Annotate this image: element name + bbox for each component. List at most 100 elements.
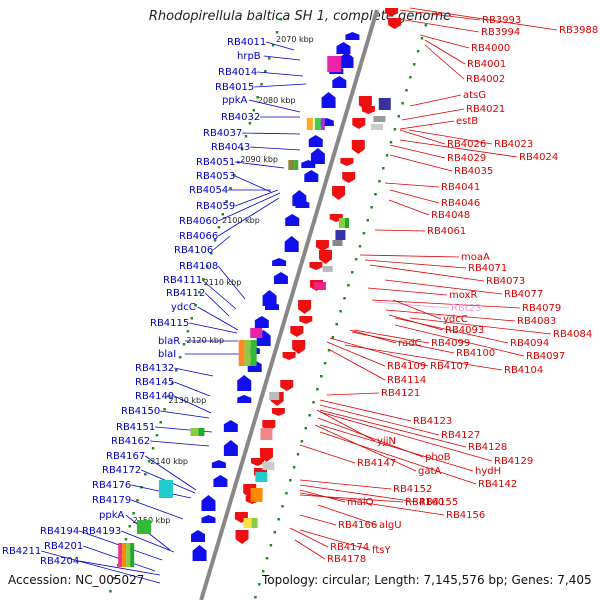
tick-dot <box>175 369 178 372</box>
reverse-gene-arrow <box>352 118 366 129</box>
left-leader-line <box>131 499 184 520</box>
left-leader-line <box>79 560 161 576</box>
tick-dot <box>254 596 257 599</box>
right-leader-line <box>374 229 426 232</box>
tick-dot <box>320 375 323 378</box>
left-leader-line <box>248 99 301 113</box>
tick-dot <box>331 336 335 339</box>
right-gene-label: RB4099 <box>431 338 470 349</box>
right-gene-label: gatA <box>418 466 441 477</box>
right-leader-line <box>385 309 516 322</box>
kbp-tick-label: 2070 kbp <box>276 35 314 44</box>
left-gene-label: blaR <box>158 336 180 347</box>
right-leader-line <box>399 9 481 21</box>
tick-dot <box>385 154 389 157</box>
gene-block <box>322 266 333 272</box>
right-gene-label: RB4000 <box>471 43 510 54</box>
right-gene-label: RB3988 <box>559 25 598 36</box>
tick-dot <box>424 24 428 27</box>
right-leader-line <box>389 154 453 172</box>
reverse-gene-arrow <box>315 240 329 251</box>
right-gene-label: RB4029 <box>447 153 486 164</box>
gene-block <box>371 124 384 130</box>
tick-dot <box>116 564 120 567</box>
genome-backbone <box>199 9 379 600</box>
gene-block <box>339 218 346 228</box>
right-gene-label: RB4166 <box>338 520 377 531</box>
forward-gene-arrow <box>295 200 310 208</box>
right-gene-label: RB3993 <box>482 15 521 26</box>
tick-dot <box>358 245 362 248</box>
forward-gene-arrow <box>237 375 252 391</box>
tick-dot <box>206 265 209 268</box>
left-gene-label: RB4201 <box>44 541 83 552</box>
tick-dot <box>370 206 373 209</box>
left-leader-line <box>235 161 285 169</box>
gene-block <box>251 518 258 528</box>
right-leader-line <box>374 301 450 309</box>
tick-dot <box>271 44 275 47</box>
forward-gene-arrow <box>192 545 207 561</box>
left-gene-label: RB4193 <box>82 526 121 537</box>
left-gene-label: RB4149 <box>135 391 174 402</box>
tick-dot <box>178 356 182 359</box>
right-gene-label: RB4142 <box>478 479 517 490</box>
tick-dot <box>109 590 112 593</box>
left-gene-label: RB4179 <box>92 495 131 506</box>
right-leader-line <box>401 108 465 121</box>
left-gene-label: RB4176 <box>92 480 131 491</box>
tick-dot <box>374 193 377 196</box>
gene-block <box>137 520 152 534</box>
right-leader-line <box>408 129 493 145</box>
right-gene-label: yjjN <box>377 436 396 447</box>
tick-dot <box>362 232 366 235</box>
gene-block <box>378 98 391 110</box>
left-gene-label: RB4108 <box>179 261 218 272</box>
left-leader-line <box>218 192 281 222</box>
tick-dot <box>217 226 221 229</box>
left-leader-line <box>150 440 210 447</box>
gene-block <box>250 340 257 366</box>
forward-gene-arrow <box>237 395 252 403</box>
gene-block <box>198 428 205 436</box>
left-gene-label: RB4060 <box>179 216 218 227</box>
left-gene-label: RB4145 <box>135 377 174 388</box>
right-gene-label: RB4001 <box>467 59 506 70</box>
right-gene-label: RB4079 <box>522 303 561 314</box>
right-gene-label: ydcC <box>443 314 468 325</box>
tick-dot <box>186 330 190 333</box>
right-leader-line <box>344 344 503 371</box>
gene-block <box>288 160 295 170</box>
left-gene-label: RB4204 <box>40 556 79 567</box>
tick-dot <box>221 213 225 216</box>
kbp-tick-label: 2100 kbp <box>222 216 260 225</box>
kbp-tick-label: 2140 kbp <box>150 457 188 466</box>
right-gene-label: RB4084 <box>553 329 592 340</box>
left-gene-label: hrpB <box>237 51 261 62</box>
tick-dot <box>335 323 339 326</box>
tick-dot <box>240 148 244 151</box>
reverse-gene-arrow <box>385 8 399 16</box>
right-gene-label: RB4077 <box>504 289 543 300</box>
tick-dot <box>132 512 135 515</box>
gene-block <box>335 230 346 240</box>
left-leader-line <box>250 146 301 151</box>
left-leader-line <box>217 265 246 300</box>
reverse-gene-arrow <box>309 262 323 270</box>
tick-dot <box>229 187 232 190</box>
gene-block <box>244 340 251 366</box>
tick-dot <box>256 96 259 99</box>
forward-gene-arrow <box>223 420 238 432</box>
left-leader-line <box>174 381 211 397</box>
right-gene-label: atsG <box>463 90 486 101</box>
kbp-tick-label: 2150 kbp <box>133 516 171 525</box>
right-leader-line <box>299 494 404 503</box>
right-gene-label: RB3994 <box>481 27 520 38</box>
left-gene-label: RB4162 <box>111 436 150 447</box>
right-gene-label: RB4061 <box>427 226 466 237</box>
reverse-gene-arrow <box>351 140 365 154</box>
left-gene-label: ppkA <box>222 95 247 106</box>
right-gene-label: RB4109 <box>387 361 426 372</box>
tick-dot <box>267 57 271 60</box>
right-leader-line <box>419 34 470 49</box>
